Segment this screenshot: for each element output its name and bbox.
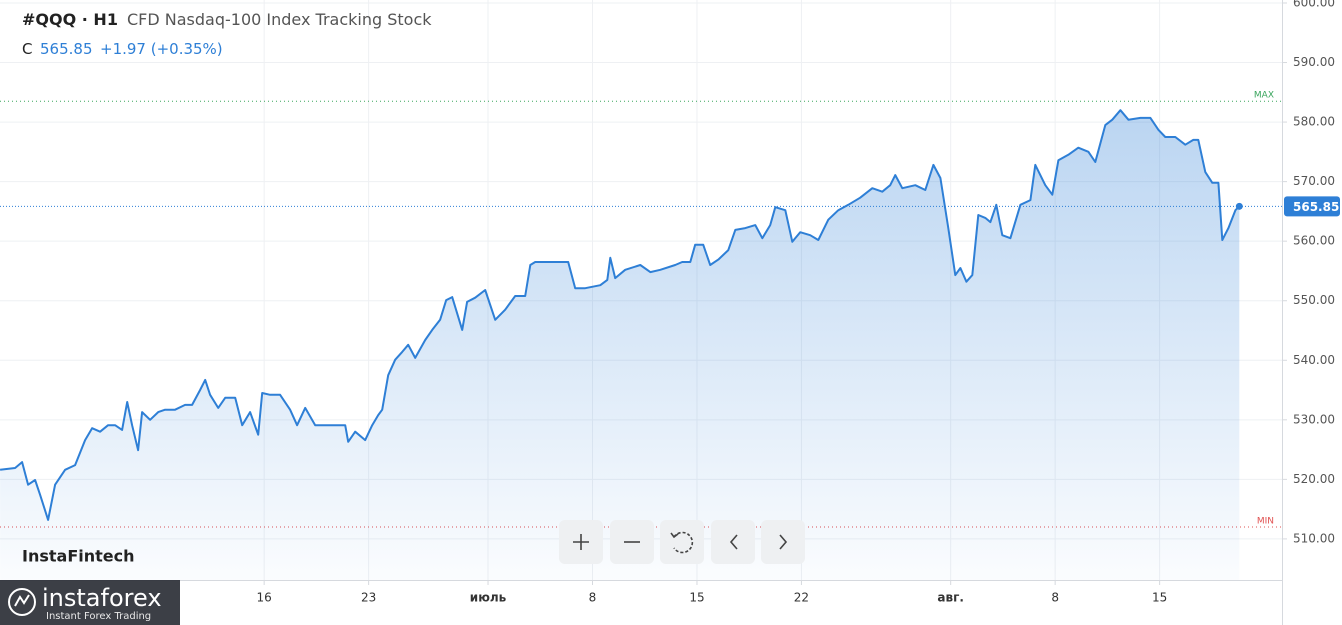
- x-tick-label: 15: [1152, 591, 1167, 605]
- symbol: #QQQ · H1: [22, 10, 118, 29]
- x-tick-label: 16: [257, 591, 272, 605]
- x-tick-label: июль: [470, 591, 507, 605]
- brand: InstaFintech: [22, 547, 135, 566]
- price-line: [0, 109, 1241, 521]
- x-tick-label: 8: [589, 591, 597, 605]
- max-line-label: MAX: [1254, 91, 1274, 101]
- x-tick-label: 22: [794, 591, 809, 605]
- logo-background: [0, 580, 180, 625]
- close-value: 565.85: [40, 40, 93, 58]
- zoom-controls: [559, 520, 805, 564]
- y-tick-label: 540.00: [1293, 353, 1335, 367]
- x-tick-label: 15: [689, 591, 704, 605]
- logo-mark: [14, 594, 30, 607]
- y-tick-label: 570.00: [1293, 174, 1335, 188]
- logo-icon: [8, 588, 36, 616]
- logo: instaforex Instant Forex Trading: [0, 580, 180, 625]
- y-tick-label: 590.00: [1293, 55, 1335, 69]
- close-change: +1.97 (+0.35%): [100, 40, 223, 58]
- left-icon: [729, 534, 738, 550]
- scroll-right-button[interactable]: [761, 520, 805, 564]
- y-tick-label: 510.00: [1293, 531, 1335, 545]
- y-tick-label: 600.00: [1293, 0, 1335, 9]
- y-tick-label: 560.00: [1293, 234, 1335, 248]
- close-label: C: [22, 40, 33, 58]
- area: [0, 110, 1240, 580]
- y-tick-label: 580.00: [1293, 115, 1335, 129]
- plus-icon: [573, 534, 589, 550]
- chart-title: CFD Nasdaq-100 Index Tracking Stock: [127, 10, 432, 29]
- y-tick-label: 530.00: [1293, 412, 1335, 426]
- x-tick-label: авг.: [937, 591, 964, 605]
- min-line-label: MIN: [1257, 517, 1274, 527]
- reset-button[interactable]: [660, 520, 704, 564]
- price-tag-label: 565.85: [1293, 200, 1339, 214]
- logo-tagline: Instant Forex Trading: [46, 611, 151, 622]
- y-tick-label: 520.00: [1293, 472, 1335, 486]
- right-icon: [779, 534, 788, 550]
- x-tick-label: 8: [1051, 591, 1059, 605]
- y-tick-label: 550.00: [1293, 293, 1335, 307]
- reset-icon: [673, 531, 694, 554]
- price-tag: [1284, 196, 1340, 217]
- x-tick-label: 23: [361, 591, 376, 605]
- logo-name: instaforex: [42, 584, 162, 612]
- scroll-left-button[interactable]: [711, 520, 755, 564]
- reset-arrow: [670, 532, 679, 539]
